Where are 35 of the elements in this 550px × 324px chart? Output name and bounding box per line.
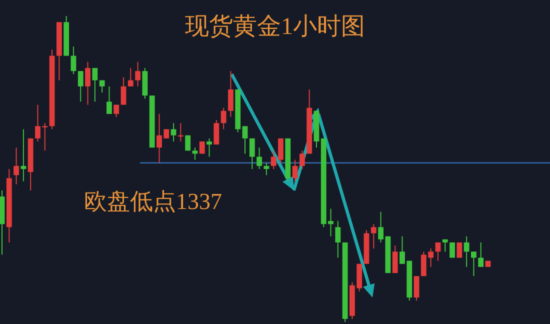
candlestick xyxy=(292,159,298,182)
candlestick xyxy=(14,147,19,185)
candlestick xyxy=(78,70,84,102)
candlestick xyxy=(99,80,105,93)
chart-title: 现货黄金1小时图 xyxy=(185,14,365,40)
candlestick xyxy=(70,46,76,75)
candlestick xyxy=(478,242,484,268)
candlestick xyxy=(464,236,470,268)
candlestick xyxy=(206,138,212,158)
candlestick xyxy=(192,147,198,160)
candlestick xyxy=(214,120,220,146)
candlestick xyxy=(92,68,98,102)
candlestick xyxy=(114,104,120,118)
candlestick xyxy=(170,122,176,142)
candlestick xyxy=(435,242,441,262)
candlestick xyxy=(442,238,448,252)
candlestick xyxy=(120,76,126,106)
candlestick xyxy=(370,224,376,250)
candlestick xyxy=(228,70,234,118)
ref-line-label: 欧盘低点1337 xyxy=(84,188,222,214)
candlestick xyxy=(256,147,262,170)
candlestick xyxy=(392,245,398,274)
candlestick xyxy=(249,138,255,170)
candlestick xyxy=(106,86,112,114)
candlestick xyxy=(471,251,476,277)
candlestick xyxy=(20,128,26,182)
candlestick xyxy=(242,126,248,154)
candlestick xyxy=(299,150,305,170)
candlestick xyxy=(335,220,341,258)
candlestick xyxy=(85,61,90,106)
candlestick xyxy=(414,276,420,302)
candlestick xyxy=(135,61,140,87)
candlestick xyxy=(264,162,270,176)
candlestick xyxy=(220,107,226,130)
candlestick xyxy=(128,68,134,87)
